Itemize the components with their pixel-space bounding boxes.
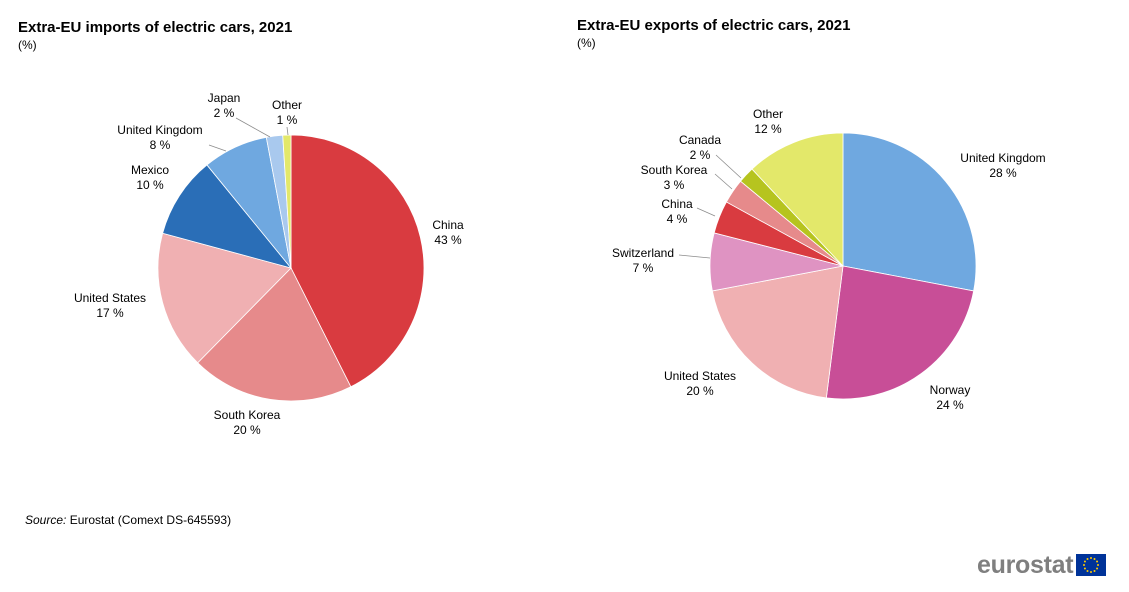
source-note: Source: Eurostat (Comext DS-645593) [25, 513, 231, 527]
imports-leader-japan [235, 117, 271, 138]
exports-slice-united-kingdom [842, 132, 977, 292]
imports-chart-unit: (%) [18, 38, 37, 52]
exports-leader-south-korea [714, 173, 733, 190]
exports-slice-united-states [711, 265, 844, 399]
eu-flag-star [1090, 557, 1093, 559]
eu-flag-star [1097, 564, 1100, 566]
imports-slice-south-korea [197, 267, 352, 402]
imports-value-united-states: 17 % [96, 306, 124, 320]
imports-label-japan: Japan [208, 91, 241, 105]
eu-flag-star [1084, 567, 1087, 570]
exports-label-china: China [661, 197, 693, 211]
imports-leader-united-kingdom [208, 144, 227, 152]
exports-label-united-states: United States [664, 369, 736, 383]
source-text: Eurostat (Comext DS-645593) [69, 513, 232, 527]
exports-value-canada: 2 % [690, 148, 711, 162]
exports-label-other: Other [753, 107, 783, 121]
exports-chart-unit: (%) [577, 36, 596, 50]
imports-slice-china [290, 134, 425, 388]
exports-label-united-kingdom: United Kingdom [960, 151, 1045, 165]
exports-value-united-states: 20 % [686, 384, 714, 398]
eu-flag-star [1090, 571, 1093, 573]
imports-label-united-kingdom: United Kingdom [117, 123, 202, 137]
eu-flag-star [1086, 570, 1089, 573]
exports-label-canada: Canada [679, 133, 721, 147]
eurostat-logo-text: eurostat [977, 551, 1074, 579]
imports-label-other: Other [272, 98, 302, 112]
exports-label-south-korea: South Korea [641, 163, 708, 177]
imports-slice-united-states [157, 232, 292, 364]
exports-value-norway: 24 % [936, 398, 964, 412]
exports-value-united-kingdom: 28 % [989, 166, 1017, 180]
imports-chart-title: Extra-EU imports of electric cars, 2021 [18, 19, 293, 36]
exports-value-switzerland: 7 % [633, 261, 654, 275]
eu-flag-star [1096, 567, 1099, 570]
exports-value-china: 4 % [667, 212, 688, 226]
exports-value-south-korea: 3 % [664, 178, 685, 192]
imports-label-mexico: Mexico [131, 163, 169, 177]
imports-slice-mexico [162, 164, 293, 269]
imports-value-united-kingdom: 8 % [150, 138, 171, 152]
imports-label-united-states: United States [74, 291, 146, 305]
imports-value-other: 1 % [277, 113, 298, 127]
exports-label-switzerland: Switzerland [612, 246, 674, 260]
exports-slice-other [751, 132, 844, 268]
imports-label-south-korea: South Korea [214, 408, 281, 422]
imports-leader-other [286, 126, 289, 136]
exports-leader-china [696, 207, 716, 217]
exports-chart-title: Extra-EU exports of electric cars, 2021 [577, 17, 851, 34]
eurostat-logo: eurostat [977, 551, 1107, 579]
eu-flag-star [1084, 560, 1087, 563]
source-label: Source: [25, 513, 67, 527]
imports-value-japan: 2 % [214, 106, 235, 120]
imports-value-china: 43 % [434, 233, 462, 247]
eu-flag-star [1083, 564, 1086, 566]
exports-leader-canada [715, 154, 742, 179]
imports-value-mexico: 10 % [136, 178, 164, 192]
imports-value-south-korea: 20 % [233, 423, 261, 437]
exports-label-norway: Norway [930, 383, 971, 397]
imports-slice-other [282, 134, 292, 269]
eu-flag-star [1096, 560, 1099, 563]
eu-flag-star [1093, 557, 1096, 560]
exports-leader-switzerland [678, 254, 711, 259]
imports-label-china: China [432, 218, 464, 232]
exports-value-other: 12 % [754, 122, 782, 136]
exports-slice-norway [825, 265, 975, 400]
eu-flag-icon [1076, 554, 1107, 576]
eu-flag-star [1093, 570, 1096, 573]
eu-flag-star [1086, 557, 1089, 560]
